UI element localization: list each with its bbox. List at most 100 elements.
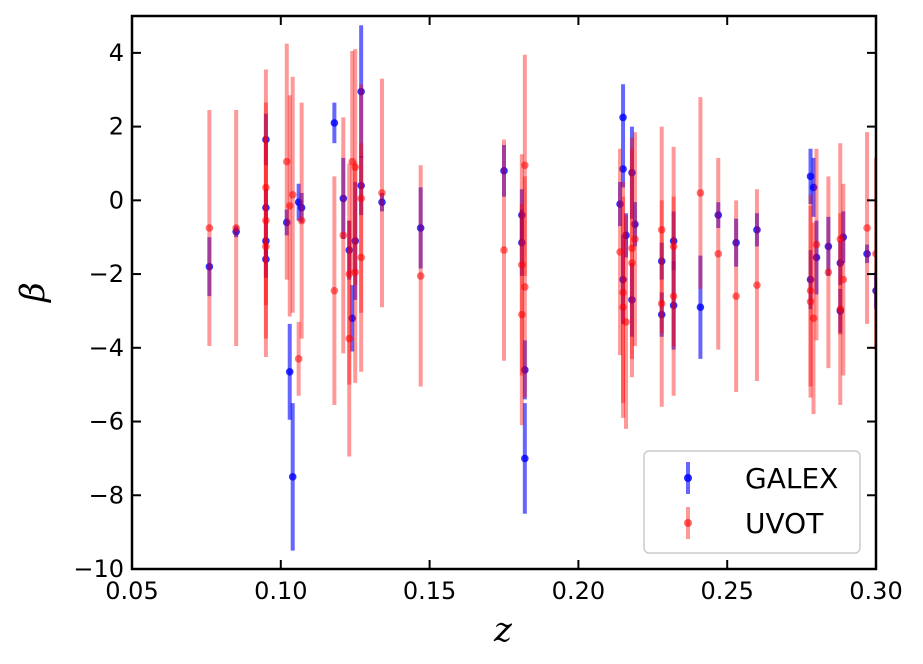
galex-point <box>824 242 833 251</box>
uvot-point <box>351 268 360 277</box>
galex-point <box>345 246 354 254</box>
uvot-point <box>521 161 529 170</box>
galex-point <box>732 238 740 247</box>
galex-point <box>619 113 627 122</box>
uvot-point <box>669 292 678 300</box>
galex-point <box>348 314 357 323</box>
y-axis-label: β <box>13 282 53 304</box>
x-axis-label: z <box>493 610 513 650</box>
galex-point <box>262 255 270 264</box>
uvot-point <box>836 235 845 243</box>
uvot-point <box>753 281 761 289</box>
uvot-point <box>357 253 365 262</box>
y-tick-label: 4 <box>109 39 124 67</box>
galex-point <box>628 168 636 177</box>
galex-point <box>351 237 360 245</box>
plot-content <box>205 25 876 551</box>
uvot-point <box>619 288 627 297</box>
y-tick-label: 2 <box>109 113 124 141</box>
uvot-point <box>622 318 630 326</box>
x-tick-label: 0.10 <box>254 577 307 605</box>
uvot-point <box>285 202 294 210</box>
uvot-point <box>839 275 848 284</box>
uvot-point <box>714 249 723 258</box>
legend-box <box>643 450 861 554</box>
uvot-point <box>657 299 666 308</box>
y-tick-label: −10 <box>73 555 124 583</box>
y-tick-label: −2 <box>89 260 124 288</box>
x-tick-label: 0.15 <box>403 577 456 605</box>
uvot-point <box>806 297 815 306</box>
galex-point <box>619 275 627 284</box>
galex-point <box>205 262 214 271</box>
uvot-point <box>294 355 303 363</box>
x-tick-label: 0.25 <box>700 577 753 605</box>
legend: GALEX UVOT <box>643 450 861 554</box>
plot-area <box>205 25 876 551</box>
uvot-point <box>631 235 639 243</box>
uvot-point <box>518 261 526 269</box>
x-tick-label: 0.20 <box>552 577 605 605</box>
uvot-point <box>628 244 636 253</box>
uvot-point <box>351 163 360 171</box>
galex-point <box>631 220 639 229</box>
galex-point <box>518 238 526 247</box>
uvot-point <box>416 272 425 280</box>
x-tick-label: 0.30 <box>849 577 902 605</box>
legend-marker-galex <box>684 474 692 482</box>
uvot-point <box>330 286 339 295</box>
uvot-point <box>339 231 348 240</box>
uvot-point <box>232 224 240 232</box>
uvot-point <box>696 189 705 197</box>
uvot-point <box>521 283 529 291</box>
galex-point <box>809 183 818 192</box>
y-tick-label: −8 <box>89 481 124 509</box>
axes-frame <box>130 14 878 571</box>
series-galex <box>205 25 876 551</box>
uvot-point <box>824 268 833 277</box>
uvot-point <box>812 240 821 249</box>
legend-label-uvot: UVOT <box>745 507 824 540</box>
galex-point <box>628 296 636 304</box>
uvot-point <box>863 224 871 232</box>
galex-point <box>616 200 624 208</box>
galex-point <box>696 303 705 312</box>
galex-point <box>262 135 270 144</box>
galex-point <box>622 231 630 240</box>
uvot-point <box>282 157 291 166</box>
galex-point <box>339 194 348 203</box>
galex-point <box>669 237 678 245</box>
galex-point <box>357 181 365 190</box>
galex-point <box>521 366 529 374</box>
uvot-point <box>669 242 678 251</box>
uvot-point <box>657 226 666 234</box>
uvot-point <box>288 191 297 199</box>
uvot-point <box>628 259 636 267</box>
galex-point <box>282 218 291 227</box>
uvot-point <box>378 189 386 197</box>
y-tick-label: 0 <box>109 186 124 214</box>
uvot-point <box>616 248 624 256</box>
y-tick-label: −6 <box>89 408 124 436</box>
galex-point <box>285 367 294 376</box>
legend-marker-uvot <box>684 519 692 527</box>
uvot-point <box>619 303 627 312</box>
x-tick-label: 0.05 <box>105 577 158 605</box>
galex-point <box>262 203 270 212</box>
uvot-point <box>205 224 214 232</box>
uvot-point <box>345 270 354 278</box>
y-tick-label: −4 <box>89 334 124 362</box>
uvot-point <box>809 314 818 323</box>
series-uvot <box>205 43 876 457</box>
uvot-point <box>345 334 354 343</box>
uvot-point <box>518 310 526 319</box>
galex-point <box>288 473 297 481</box>
uvot-point <box>500 246 508 254</box>
galex-point <box>330 119 339 127</box>
legend-label-galex: GALEX <box>745 462 838 495</box>
galex-point <box>357 87 365 96</box>
galex-point <box>863 249 871 258</box>
uvot-point <box>836 305 845 313</box>
uvot-point <box>732 292 740 300</box>
